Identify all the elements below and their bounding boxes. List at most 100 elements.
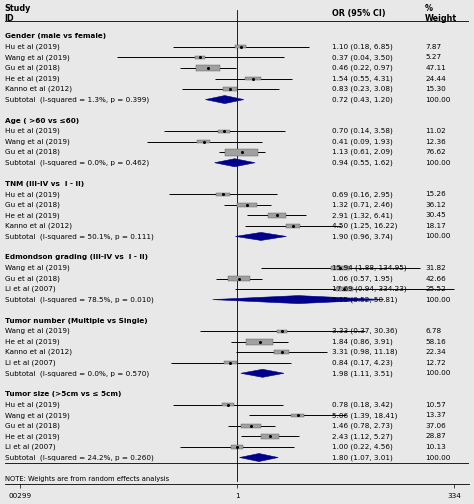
Text: %
Weight: % Weight xyxy=(425,4,457,24)
Text: 47.11: 47.11 xyxy=(425,65,446,71)
Polygon shape xyxy=(212,296,384,303)
Bar xyxy=(246,339,273,345)
Text: Gender (male vs female): Gender (male vs female) xyxy=(5,33,106,39)
Text: He et al (2019): He et al (2019) xyxy=(5,212,59,219)
Text: 1.80 (1.07, 3.01): 1.80 (1.07, 3.01) xyxy=(332,454,393,461)
Text: Gu et al (2018): Gu et al (2018) xyxy=(5,202,60,208)
Text: He et al (2019): He et al (2019) xyxy=(5,433,59,439)
Text: 100.00: 100.00 xyxy=(425,296,450,302)
Text: 37.06: 37.06 xyxy=(425,423,446,429)
Text: Li et al (2007): Li et al (2007) xyxy=(5,359,55,366)
Text: 28.87: 28.87 xyxy=(425,433,446,439)
Text: Hu et al (2019): Hu et al (2019) xyxy=(5,191,60,198)
Bar xyxy=(235,45,246,48)
Text: 100.00: 100.00 xyxy=(425,370,450,376)
Text: 5.06 (1.39, 18.41): 5.06 (1.39, 18.41) xyxy=(332,412,398,419)
Text: Edmondson grading (III-IV vs  I - II): Edmondson grading (III-IV vs I - II) xyxy=(5,255,148,261)
Text: NOTE: Weights are from random effects analysis: NOTE: Weights are from random effects an… xyxy=(5,476,169,482)
Text: Wang et al (2019): Wang et al (2019) xyxy=(5,139,70,145)
Text: OR (95% CI): OR (95% CI) xyxy=(332,9,386,18)
Text: 0.46 (0.22, 0.97): 0.46 (0.22, 0.97) xyxy=(332,65,393,71)
Text: Tumor size (>5cm vs ≤ 5cm): Tumor size (>5cm vs ≤ 5cm) xyxy=(5,391,121,397)
Text: 5.15 (0.52, 50.81): 5.15 (0.52, 50.81) xyxy=(332,296,398,303)
Text: 30.45: 30.45 xyxy=(425,212,446,218)
Text: 1.90 (0.96, 3.74): 1.90 (0.96, 3.74) xyxy=(332,233,393,240)
Text: 100.00: 100.00 xyxy=(425,97,450,103)
Text: Age ( >60 vs ≤60): Age ( >60 vs ≤60) xyxy=(5,117,79,123)
Text: Gu et al (2018): Gu et al (2018) xyxy=(5,65,60,71)
Bar xyxy=(224,361,237,364)
Polygon shape xyxy=(205,96,244,103)
Text: Li et al (2007): Li et al (2007) xyxy=(5,444,55,450)
Text: .: . xyxy=(5,171,6,175)
Text: Kanno et al (2012): Kanno et al (2012) xyxy=(5,349,72,355)
Bar xyxy=(223,87,237,91)
Text: 1.06 (0.57, 1.95): 1.06 (0.57, 1.95) xyxy=(332,275,393,282)
Text: Subtotal  (I-squared = 0.0%, p = 0.570): Subtotal (I-squared = 0.0%, p = 0.570) xyxy=(5,370,149,376)
Text: Subtotal  (I-squared = 1.3%, p = 0.399): Subtotal (I-squared = 1.3%, p = 0.399) xyxy=(5,96,149,103)
Text: 0.41 (0.09, 1.93): 0.41 (0.09, 1.93) xyxy=(332,139,393,145)
Text: Gu et al (2018): Gu et al (2018) xyxy=(5,275,60,282)
Text: Gu et al (2018): Gu et al (2018) xyxy=(5,423,60,429)
Text: Gu et al (2018): Gu et al (2018) xyxy=(5,149,60,155)
Text: 1.13 (0.61, 2.09): 1.13 (0.61, 2.09) xyxy=(332,149,393,155)
Polygon shape xyxy=(241,369,284,377)
Text: 10.13: 10.13 xyxy=(425,444,446,450)
Bar xyxy=(195,56,205,59)
Text: 15.30: 15.30 xyxy=(425,86,446,92)
Text: 18.17: 18.17 xyxy=(425,223,446,229)
Text: Tumor number (Multiple vs Single): Tumor number (Multiple vs Single) xyxy=(5,318,147,324)
Polygon shape xyxy=(239,454,278,462)
Text: He et al (2019): He et al (2019) xyxy=(5,75,59,82)
Text: 76.62: 76.62 xyxy=(425,149,446,155)
Text: 2.43 (1.12, 5.27): 2.43 (1.12, 5.27) xyxy=(332,433,393,439)
Text: 12.72: 12.72 xyxy=(425,360,446,366)
Text: 0.72 (0.43, 1.20): 0.72 (0.43, 1.20) xyxy=(332,96,393,103)
Text: 1.84 (0.86, 3.91): 1.84 (0.86, 3.91) xyxy=(332,339,393,345)
Text: TNM (III-IV vs  I - II): TNM (III-IV vs I - II) xyxy=(5,181,84,187)
Text: Wang et al (2019): Wang et al (2019) xyxy=(5,265,70,271)
Text: .: . xyxy=(5,382,6,386)
Bar xyxy=(226,149,258,156)
Text: 15.94 (1.88, 134.95): 15.94 (1.88, 134.95) xyxy=(332,265,407,271)
Polygon shape xyxy=(236,232,286,240)
Bar xyxy=(291,414,304,417)
Bar xyxy=(218,130,230,133)
Bar xyxy=(331,266,350,270)
Text: He et al (2019): He et al (2019) xyxy=(5,339,59,345)
Text: Wang et al (2019): Wang et al (2019) xyxy=(5,54,70,60)
Bar xyxy=(274,350,290,354)
Text: 1.46 (0.78, 2.73): 1.46 (0.78, 2.73) xyxy=(332,423,393,429)
Polygon shape xyxy=(215,159,255,167)
Text: Hu et al (2019): Hu et al (2019) xyxy=(5,128,60,135)
Text: Subtotal  (I-squared = 78.5%, p = 0.010): Subtotal (I-squared = 78.5%, p = 0.010) xyxy=(5,296,154,303)
Bar xyxy=(241,423,261,428)
Text: 24.44: 24.44 xyxy=(425,76,446,82)
Text: Subtotal  (I-squared = 24.2%, p = 0.260): Subtotal (I-squared = 24.2%, p = 0.260) xyxy=(5,454,154,461)
Text: 15.26: 15.26 xyxy=(425,192,446,198)
Text: 7.87: 7.87 xyxy=(425,44,441,50)
Text: 22.34: 22.34 xyxy=(425,349,446,355)
Text: Hu et al (2019): Hu et al (2019) xyxy=(5,44,60,50)
Text: 0.83 (0.23, 3.08): 0.83 (0.23, 3.08) xyxy=(332,86,393,92)
Text: Kanno et al (2012): Kanno et al (2012) xyxy=(5,86,72,92)
Text: 0.84 (0.17, 4.23): 0.84 (0.17, 4.23) xyxy=(332,359,393,366)
Text: 100.00: 100.00 xyxy=(425,455,450,461)
Text: 1.10 (0.18, 6.85): 1.10 (0.18, 6.85) xyxy=(332,44,393,50)
Text: 1.32 (0.71, 2.46): 1.32 (0.71, 2.46) xyxy=(332,202,393,208)
Text: 36.12: 36.12 xyxy=(425,202,446,208)
Bar xyxy=(196,66,219,71)
Text: .: . xyxy=(5,308,6,312)
Text: 0.69 (0.16, 2.95): 0.69 (0.16, 2.95) xyxy=(332,191,393,198)
Text: Wang et al (2019): Wang et al (2019) xyxy=(5,412,70,419)
Bar xyxy=(277,330,287,333)
Text: 2.91 (1.32, 6.41): 2.91 (1.32, 6.41) xyxy=(332,212,393,219)
Bar xyxy=(261,434,279,438)
Text: 100.00: 100.00 xyxy=(425,233,450,239)
Text: 4.50 (1.25, 16.22): 4.50 (1.25, 16.22) xyxy=(332,223,398,229)
Text: 0.94 (0.55, 1.62): 0.94 (0.55, 1.62) xyxy=(332,159,393,166)
Bar xyxy=(228,276,250,281)
Text: 42.66: 42.66 xyxy=(425,276,446,282)
Bar xyxy=(222,403,234,406)
Bar xyxy=(336,287,353,291)
